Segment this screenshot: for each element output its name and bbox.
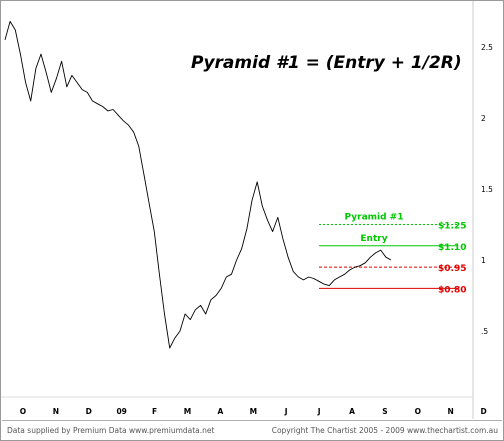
x-tick-label: M — [250, 407, 257, 416]
x-tick-label: O — [20, 407, 26, 416]
x-tick-label: D — [480, 407, 486, 416]
x-tick-label: S — [382, 407, 387, 416]
level-value-label: $0.95 — [438, 264, 466, 274]
level-value-label: $0.80 — [438, 285, 466, 295]
footer-bar: Data supplied by Premium Data www.premiu… — [2, 420, 502, 440]
level-value-label: $1.10 — [438, 243, 466, 253]
x-tick-label: D — [86, 407, 92, 416]
plot-background — [1, 1, 503, 419]
x-tick-label: N — [53, 407, 59, 416]
y-tick-label: 1.5 — [481, 185, 493, 194]
x-tick-label: O — [415, 407, 421, 416]
x-tick-label: A — [217, 407, 223, 416]
data-source-credit: Data supplied by Premium Data www.premiu… — [7, 426, 215, 435]
y-axis-ticks: 2.521.51.5 — [481, 43, 493, 336]
price-chart: Pyramid #1 = (Entry + 1/2R) 2.521.51.5 O… — [1, 1, 503, 419]
x-tick-label: F — [152, 407, 157, 416]
price-series-line — [4, 20, 392, 349]
y-tick-label: 2.5 — [481, 43, 493, 52]
y-tick-label: 2 — [481, 114, 486, 123]
price-levels: $1.25 Pyramid #1 $1.10 Entry $0.95 $0.80 — [319, 213, 466, 295]
x-axis-ticks: O N D 09 F M A M J J A S O N D — [20, 407, 487, 416]
y-tick-label: .5 — [481, 327, 488, 336]
level-name-label: Pyramid #1 — [345, 213, 404, 223]
x-tick-label: A — [349, 407, 355, 416]
y-tick-label: 1 — [481, 256, 486, 265]
x-tick-label: N — [448, 407, 454, 416]
level-value-label: $1.25 — [438, 222, 466, 232]
x-tick-label: J — [317, 407, 321, 416]
x-tick-label: M — [184, 407, 191, 416]
level-name-label: Entry — [360, 234, 387, 244]
annotation-title: Pyramid #1 = (Entry + 1/2R) — [191, 53, 462, 73]
x-tick-label: 09 — [116, 407, 126, 416]
x-tick-label: J — [284, 407, 288, 416]
copyright-notice: Copyright The Chartist 2005 - 2009 www.t… — [271, 426, 498, 435]
